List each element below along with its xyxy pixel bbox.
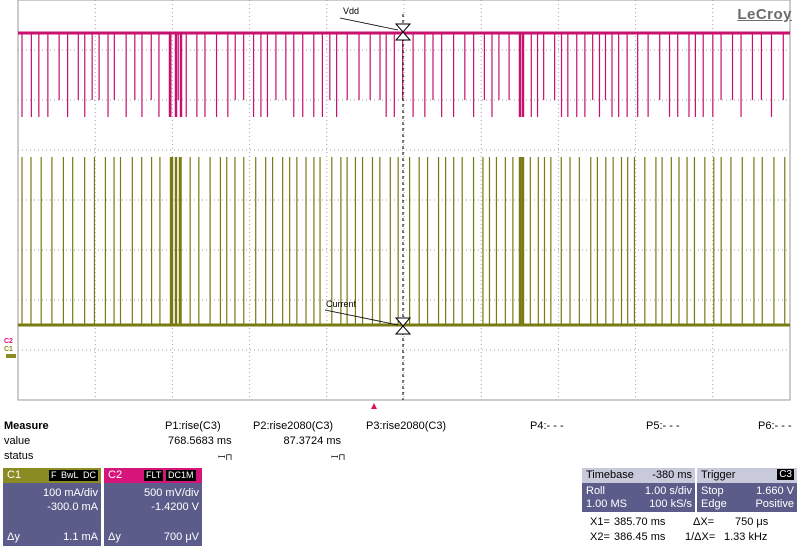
vdd-trace [18,31,790,117]
c2-tag-dc1m: DC1M [166,470,196,481]
timebase-title: Timebase [586,469,634,481]
p1-label[interactable]: P1:rise(C3) [165,420,221,432]
status-row-label: status [4,450,34,462]
waveform-grid: Vdd Current [6,0,791,409]
trigger-mode: Stop [701,485,724,497]
cursor-dx-label: ΔX= [693,516,715,528]
value-row-label: value [4,435,31,447]
cursor-inv-value: 1.33 kHz [724,531,768,543]
p2-status-icon: ꟷ⊓ [331,452,346,462]
p4-label[interactable]: P4:- - - [530,420,564,432]
measure-title: Measure [4,420,49,432]
measure-panel: Measure P1:rise(C3) P2:rise2080(C3) P3:r… [0,418,800,466]
trigger-position-marker [371,403,377,409]
c1-level-marker: C1 [4,346,13,353]
trigger-title: Trigger [701,469,736,481]
c1-delta-label: Δy [7,531,20,543]
timebase-rate: 100 kS/s [649,498,692,510]
timebase-panel[interactable]: Timebase -380 ms Roll 1.00 s/div 1.00 MS… [582,468,695,512]
c1-name: C1 [7,469,22,481]
p6-label[interactable]: P6:- - - [758,420,792,432]
timebase-time-div: 1.00 s/div [644,485,692,497]
trigger-type: Edge [701,498,727,510]
p2-value: 87.3724 ms [283,435,341,447]
trigger-channel: C3 [777,469,794,480]
p5-label[interactable]: P5:- - - [646,420,680,432]
p1-value: 768.5683 ms [168,435,232,447]
c1-offset: -300.0 mA [47,501,98,513]
c1-delta: 1.1 mA [63,531,98,543]
c2-delta-label: Δy [108,531,121,543]
c1-channel-box[interactable]: C1 F BwL DC 100 mA/div -300.0 mA Δy 1.1 … [3,468,101,546]
trigger-slope: Positive [755,498,794,510]
p3-label[interactable]: P3:rise2080(C3) [366,420,447,432]
c2-level-marker: C2 [4,338,13,345]
timebase-samples: 1.00 MS [586,498,627,510]
c1-scale: 100 mA/div [42,487,98,499]
c1-tag-f: F [49,470,59,481]
timebase-value: -380 ms [652,469,692,481]
c1-tag-bwl: BwL [59,470,81,481]
cursor-x2-value: 386.45 ms [614,531,666,543]
trigger-panel[interactable]: Trigger C3 Stop 1.660 V Edge Positive [697,468,797,512]
c2-delta: 700 μV [163,531,199,543]
waveform-display[interactable]: Vdd Current LeCroy C2 C1 [0,0,800,410]
p1-status-icon: ꟷ⊓ [218,452,233,462]
channel-level-arrow [6,354,16,358]
c2-name: C2 [108,469,123,481]
c2-channel-box[interactable]: C2 FLT DC1M 500 mV/div -1.4200 V Δy 700 … [104,468,202,546]
cursor-x1-label: X1= [590,516,610,528]
cursor-x2-label: X2= [590,531,610,543]
current-trace-label: Current [326,299,357,309]
lecroy-logo: LeCroy [737,6,792,23]
timebase-mode: Roll [586,485,605,497]
c1-tag-dc: DC [81,470,98,481]
cursor-inv-label: 1/ΔX= [685,531,716,543]
vdd-trace-label: Vdd [343,6,359,16]
current-trace [18,157,790,327]
cursor-x1-value: 385.70 ms [614,516,666,528]
cursor-marker[interactable] [394,14,412,400]
cursor-dx-value: 750 μs [735,516,769,528]
trigger-level: 1.660 V [756,485,794,497]
c2-tag-flt: FLT [144,470,164,481]
c2-scale: 500 mV/div [143,487,199,499]
c2-offset: -1.4200 V [151,501,199,513]
p2-label[interactable]: P2:rise2080(C3) [253,420,334,432]
